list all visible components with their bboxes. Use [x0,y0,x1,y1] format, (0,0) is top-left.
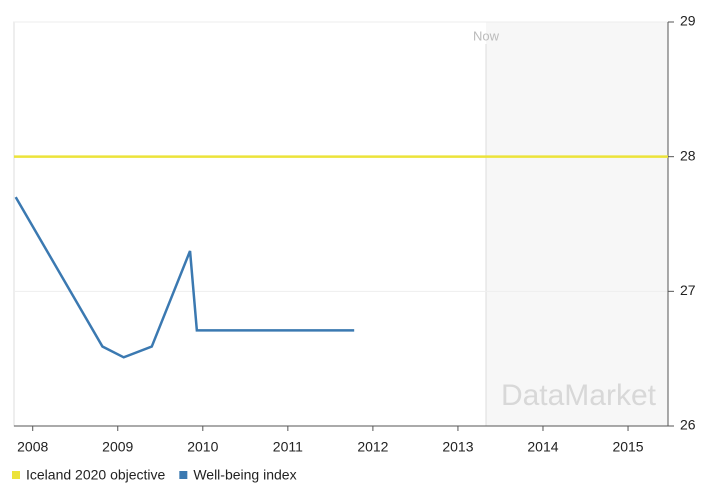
legend-label: Well-being index [193,467,296,483]
x-tick-label: 2011 [273,439,303,455]
x-tick-label: 2014 [527,439,558,455]
y-tick-label: 28 [680,147,696,163]
x-tick-label: 2009 [102,439,133,455]
x-tick-label: 2013 [442,439,473,455]
legend-swatch [12,471,20,479]
legend-label: Iceland 2020 objective [26,467,166,483]
x-tick-label: 2010 [187,439,218,455]
now-label: Now [473,28,500,43]
y-tick-label: 26 [680,417,696,433]
y-tick-label: 29 [680,13,696,29]
future-region [486,22,668,426]
watermark: DataMarket [501,379,657,412]
series-line [14,196,355,359]
x-tick-label: 2012 [357,439,388,455]
y-tick-label: 27 [680,282,696,298]
x-tick-label: 2008 [17,439,48,455]
x-tick-label: 2015 [612,439,643,455]
legend-swatch [179,471,188,479]
